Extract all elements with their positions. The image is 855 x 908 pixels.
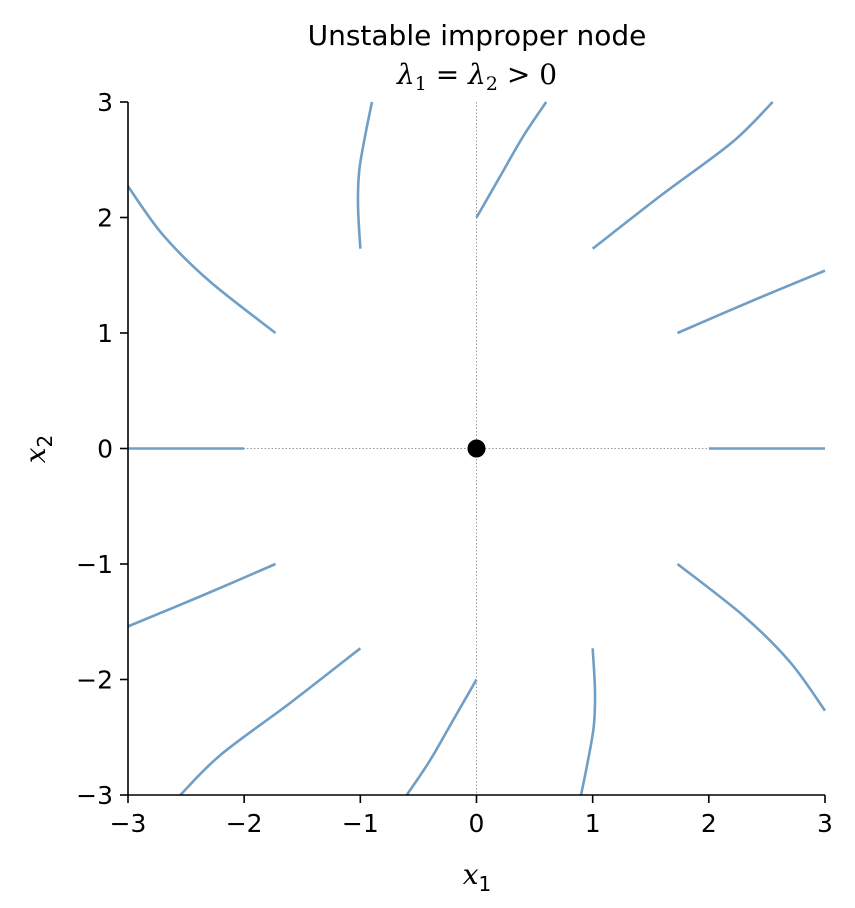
y-tick-label: 3 xyxy=(97,88,113,117)
subtitle-lambda-2: λ xyxy=(467,58,486,91)
y-tick-label: 2 xyxy=(97,204,113,233)
trajectory-line-8 xyxy=(405,678,478,796)
x-tick-label: −2 xyxy=(226,809,263,838)
chart-title: Unstable improper node xyxy=(308,19,647,52)
y-tick-label: −3 xyxy=(76,781,113,810)
trajectory-line-9 xyxy=(179,647,362,796)
y-axis-label: x2 xyxy=(19,435,57,464)
x-tick-label: −3 xyxy=(110,809,147,838)
x-axis-ticks: −3 −2 −1 0 1 2 3 xyxy=(110,795,833,838)
trajectory-line-12 xyxy=(126,185,277,335)
subtitle-gt: > 0 xyxy=(498,58,557,91)
y-axis-ticks: −3 −2 −1 0 1 2 3 xyxy=(76,88,128,810)
subtitle-sub-1: 1 xyxy=(415,73,427,95)
subtitle-sub-2: 2 xyxy=(486,73,498,95)
chart-subtitle: λ1 = λ2 > 0 xyxy=(396,58,557,95)
x-tick-label: −1 xyxy=(342,809,379,838)
equilibrium-point xyxy=(467,439,486,458)
x-tick-label: 2 xyxy=(701,809,717,838)
trajectory-line-4 xyxy=(676,269,826,335)
subtitle-lambda-1: λ xyxy=(396,58,415,91)
trajectories xyxy=(126,101,827,796)
trajectory-line-10 xyxy=(127,562,277,628)
y-tick-label: 0 xyxy=(97,435,113,464)
trajectory-line-1 xyxy=(356,101,374,249)
y-tick-label: −2 xyxy=(76,666,113,695)
x-tick-label: 3 xyxy=(817,809,833,838)
trajectory-line-7 xyxy=(579,648,597,796)
trajectory-line-2 xyxy=(475,101,548,219)
trajectory-line-6 xyxy=(676,562,827,712)
x-tick-label: 0 xyxy=(469,809,485,838)
y-tick-label: 1 xyxy=(97,319,113,348)
trajectory-line-3 xyxy=(591,101,774,250)
x-axis-label: x1 xyxy=(463,858,492,896)
x-tick-label: 1 xyxy=(585,809,601,838)
subtitle-eq: = xyxy=(427,58,468,91)
y-tick-label: −1 xyxy=(76,550,113,579)
